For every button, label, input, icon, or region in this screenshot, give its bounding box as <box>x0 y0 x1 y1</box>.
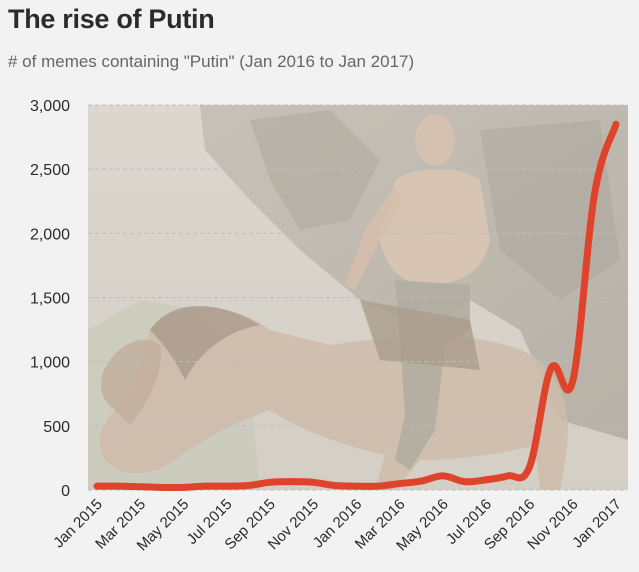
y-tick-label: 1,500 <box>30 291 70 308</box>
rider-arm <box>345 185 402 290</box>
rider-head <box>415 114 455 166</box>
y-tick-label: 2,000 <box>30 226 70 243</box>
rock-cliff-shade <box>250 110 380 230</box>
y-tick-label: 500 <box>43 419 70 436</box>
y-tick-label: 2,500 <box>30 162 70 179</box>
chart-subtitle: # of memes containing "Putin" (Jan 2016 … <box>8 52 415 71</box>
y-tick-label: 1,000 <box>30 355 70 372</box>
horse-mane <box>150 306 260 380</box>
y-tick-label: 0 <box>61 483 70 500</box>
grid-lines <box>88 104 628 491</box>
series-layer <box>93 120 620 492</box>
y-axis: 0 500 1,000 1,500 2,000 2,500 3,000 <box>30 98 70 500</box>
chart-title: The rise of Putin <box>8 4 215 34</box>
rider-torso <box>380 168 490 285</box>
rider-illustration <box>345 114 490 470</box>
saddle <box>360 300 480 370</box>
y-tick-label: 3,000 <box>30 98 70 115</box>
series-line <box>93 120 620 492</box>
